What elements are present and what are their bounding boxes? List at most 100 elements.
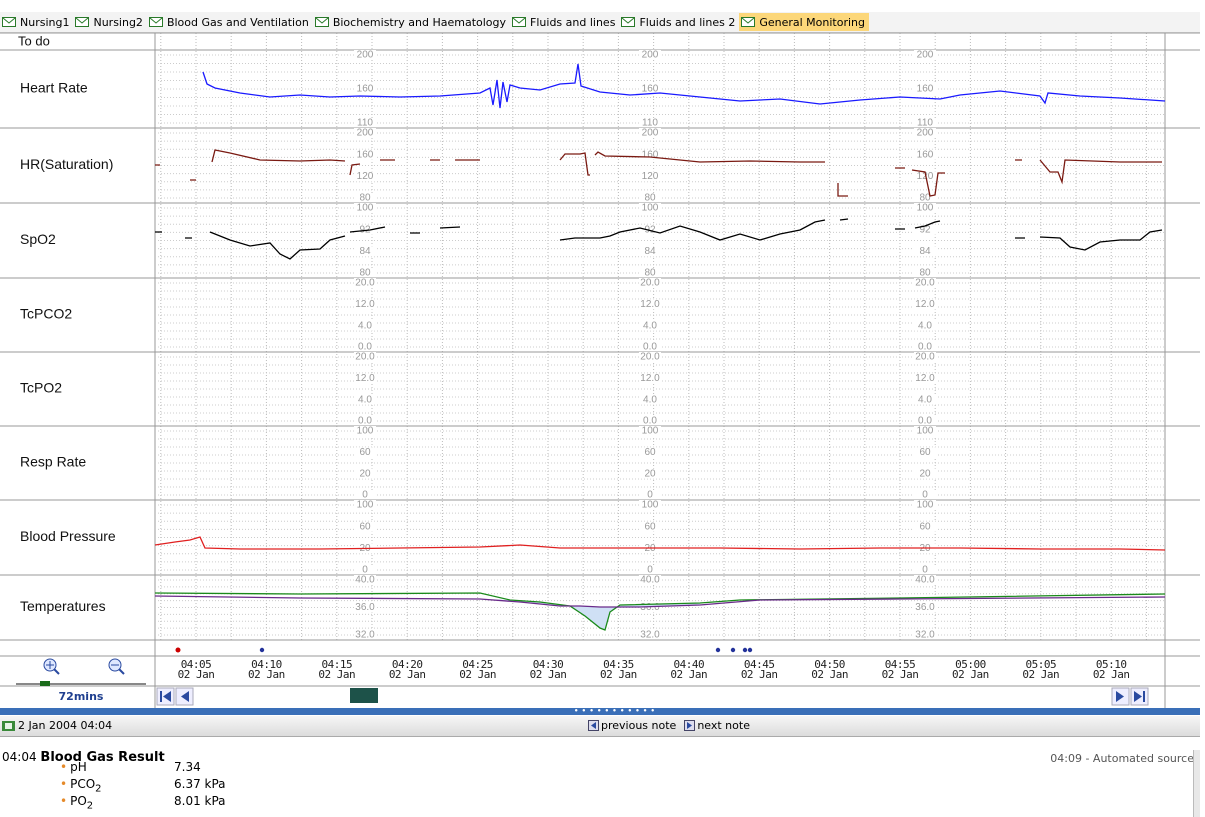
time-label: 05:10: [1096, 658, 1127, 671]
previous-note-label: previous note: [601, 719, 677, 732]
first-button[interactable]: [156, 687, 175, 706]
event-dot[interactable]: [715, 647, 721, 653]
tab[interactable]: Nursing1: [0, 13, 73, 31]
zoom-slider[interactable]: [16, 683, 146, 685]
scale-label: 32.0: [915, 630, 935, 641]
scale-bg: [639, 268, 661, 278]
scale-label: 32.0: [640, 630, 660, 641]
scale-label: 0: [647, 565, 653, 576]
scale-bg: [639, 447, 661, 458]
prev-button[interactable]: [175, 687, 194, 706]
scale-bg: [354, 342, 376, 352]
scale-label: 100: [917, 500, 934, 511]
note-head: 04:04 Blood Gas Result: [2, 750, 165, 765]
next-note[interactable]: next note: [684, 719, 750, 732]
scale-label: 100: [642, 426, 659, 437]
scale-bg: [639, 84, 661, 94]
row-label: HR(Saturation): [20, 156, 113, 172]
time-label: 05:00: [955, 658, 986, 671]
scale-bg: [354, 299, 376, 310]
scale-label: 200: [357, 50, 374, 61]
scale-bg: [914, 149, 936, 160]
tab[interactable]: General Monitoring: [739, 13, 869, 31]
scale-bg: [914, 128, 936, 138]
zoom-thumb[interactable]: [40, 681, 50, 686]
row-label: Resp Rate: [20, 454, 86, 470]
scale-bg: [354, 320, 376, 331]
scale-label: 4.0: [358, 394, 372, 405]
scale-bg: [639, 565, 661, 575]
icon-body: [2, 17, 16, 27]
tab[interactable]: Biochemistry and Haematology: [313, 13, 510, 31]
scale-label: 110: [917, 118, 933, 129]
tab[interactable]: Fluids and lines 2: [619, 13, 739, 31]
row-label: TcPO2: [20, 380, 62, 396]
time-label: 04:50: [814, 658, 845, 671]
scale-bg: [354, 394, 376, 405]
event-dot[interactable]: [730, 647, 736, 653]
scale-label: 4.0: [918, 320, 932, 331]
scale-bg: [914, 50, 936, 60]
scale-bg: [639, 246, 661, 257]
tab[interactable]: Fluids and lines: [510, 13, 619, 31]
scale-label: 4.0: [643, 320, 657, 331]
scale-bg: [354, 490, 376, 500]
note-date: 2 Jan 2004 04:04: [18, 719, 113, 732]
blood-pressure-trace: [154, 536, 1166, 551]
scale-label: 80: [919, 193, 931, 204]
icon-flap: [622, 17, 635, 24]
next-button[interactable]: [1111, 687, 1130, 706]
previous-note[interactable]: previous note: [588, 719, 676, 732]
icon-flap: [742, 17, 755, 24]
scale-label: 80: [644, 193, 656, 204]
scale-label: 0.0: [358, 416, 372, 427]
scale-label: 0: [922, 490, 928, 501]
splitter[interactable]: [0, 708, 1200, 715]
tab[interactable]: Blood Gas and Ventilation: [147, 13, 313, 31]
event-dot[interactable]: [259, 647, 265, 653]
scale-label: 20: [919, 468, 931, 479]
scale-bg: [639, 50, 661, 60]
zoom-out[interactable]: [108, 658, 125, 675]
event-dot[interactable]: [747, 647, 753, 653]
scroll-thumb[interactable]: [350, 688, 378, 703]
date-label: 02 Jan: [1093, 668, 1130, 681]
tab-label: Fluids and lines: [530, 15, 616, 29]
time-label: 04:45: [744, 658, 775, 671]
scale-label: 60: [359, 447, 371, 458]
scale-bg: [354, 171, 376, 182]
note-source: 04:09 - Automated source: [1050, 752, 1194, 765]
scrollbar[interactable]: [1193, 750, 1200, 817]
event-dot[interactable]: [175, 647, 181, 653]
scale-label: 4.0: [358, 320, 372, 331]
scale-label: 0: [362, 490, 368, 501]
spo2-trace: [155, 218, 1163, 260]
icon-body: [512, 17, 527, 27]
scale-bg: [639, 416, 661, 426]
time-label: 04:10: [251, 658, 282, 671]
row-label: Heart Rate: [20, 80, 88, 96]
scale-bg: [914, 193, 936, 203]
scale-bg: [639, 373, 661, 384]
scale-label: 200: [357, 128, 374, 139]
scale-bg: [914, 171, 936, 182]
scale-label: 100: [917, 426, 934, 437]
zoom-in[interactable]: [43, 658, 60, 675]
scale-bg: [914, 602, 936, 613]
scale-label: 12.0: [640, 299, 660, 310]
event-dot[interactable]: [742, 647, 748, 653]
scale-label: 12.0: [640, 373, 660, 384]
scale-bg: [914, 118, 936, 128]
item-name: PO: [70, 794, 87, 808]
scale-bg: [914, 447, 936, 458]
scale-bg: [639, 278, 661, 288]
scale-label: 92: [644, 224, 656, 235]
scale-bg: [639, 500, 661, 510]
scale-label: 60: [644, 521, 656, 532]
tab[interactable]: Nursing2: [73, 13, 146, 31]
scale-bg: [639, 352, 661, 362]
scale-label: 40.0: [355, 575, 375, 586]
scale-label: 20: [644, 468, 656, 479]
last-button[interactable]: [1130, 687, 1149, 706]
